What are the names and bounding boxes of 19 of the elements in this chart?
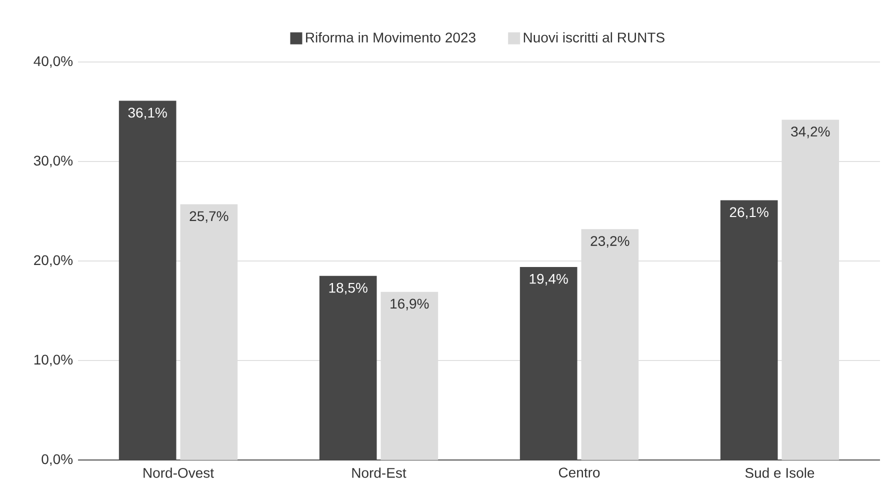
- x-tick-label: Centro: [558, 468, 600, 478]
- x-tick-label: Nord-Est: [352, 468, 406, 478]
- data-label: 34,2%: [791, 126, 830, 138]
- data-label: 36,1%: [128, 108, 167, 120]
- legend-label: Nuovi iscritti al RUNTS: [524, 32, 664, 42]
- data-label: 16,9%: [390, 298, 429, 310]
- data-label: 25,7%: [190, 211, 228, 223]
- x-tick-label: Sud e Isole: [745, 468, 814, 478]
- data-label: 23,2%: [590, 236, 630, 248]
- data-label: 26,1%: [730, 207, 768, 219]
- y-tick-label: 10,0%: [34, 354, 73, 366]
- legend-label: Riforma in Movimento 2023: [306, 32, 476, 42]
- y-tick-label: 40,0%: [34, 56, 73, 68]
- x-tick-label: Nord-Ovest: [144, 468, 214, 478]
- y-tick-label: 20,0%: [34, 255, 73, 267]
- y-tick-label: 30,0%: [34, 156, 73, 168]
- data-label: 19,4%: [530, 274, 568, 286]
- y-tick-label: 0,0%: [42, 454, 73, 466]
- data-label: 18,5%: [329, 282, 368, 294]
